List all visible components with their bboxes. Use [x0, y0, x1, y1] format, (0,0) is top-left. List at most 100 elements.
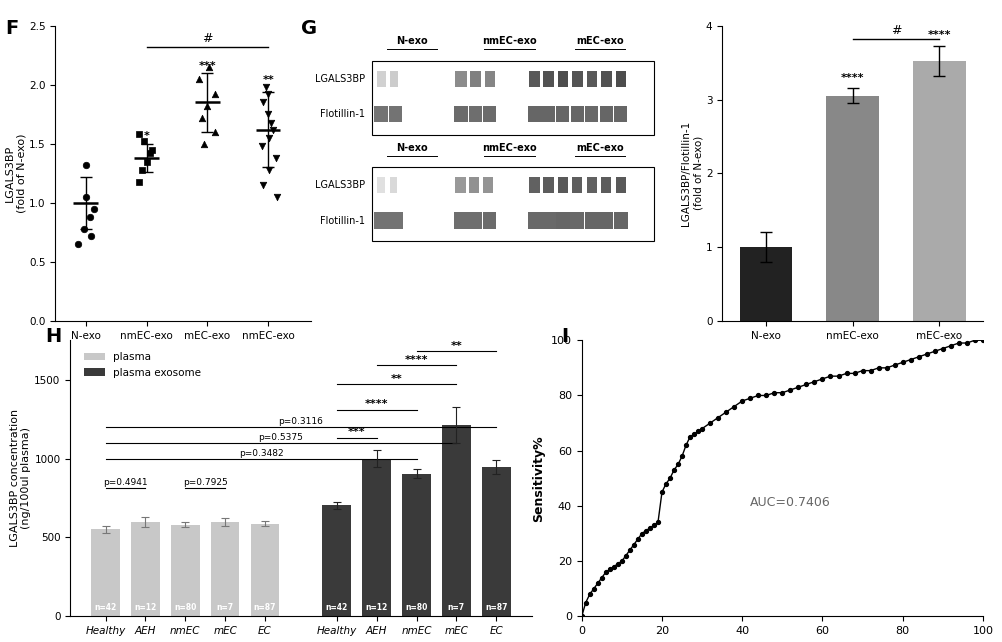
Bar — [377, 177, 385, 193]
Bar — [613, 213, 627, 229]
Bar — [615, 177, 625, 193]
Point — [77, 160, 93, 170]
Bar — [170, 525, 199, 616]
Text: n=87: n=87 — [485, 603, 507, 612]
Bar — [468, 106, 481, 123]
Point — [201, 62, 217, 72]
Bar — [402, 474, 431, 616]
Bar — [557, 177, 567, 193]
Bar — [571, 71, 582, 87]
Text: p=0.5375: p=0.5375 — [259, 433, 303, 442]
Point — [130, 177, 146, 187]
Y-axis label: LGALS3BP concentration
(ng/100ul plasma): LGALS3BP concentration (ng/100ul plasma) — [10, 409, 31, 548]
Point — [86, 204, 102, 214]
Bar — [541, 106, 555, 123]
Text: p=0.7925: p=0.7925 — [182, 478, 227, 487]
Text: ****: **** — [927, 30, 950, 40]
Bar — [570, 213, 584, 229]
Bar — [250, 524, 280, 616]
Text: I: I — [561, 327, 568, 347]
Text: #: # — [890, 24, 901, 37]
Bar — [542, 71, 554, 87]
Text: n=7: n=7 — [216, 603, 233, 612]
Bar — [557, 71, 568, 87]
Point — [261, 133, 277, 143]
Bar — [586, 71, 596, 87]
Bar — [389, 177, 397, 193]
Bar — [542, 177, 553, 193]
Bar — [390, 71, 398, 87]
Y-axis label: Sensitivity%: Sensitivity% — [532, 435, 545, 521]
Text: n=42: n=42 — [94, 603, 116, 612]
Bar — [615, 71, 625, 87]
Bar — [826, 96, 878, 321]
Bar — [322, 505, 351, 616]
Bar — [556, 106, 569, 123]
Bar — [613, 106, 626, 123]
Bar — [483, 177, 492, 193]
Text: ****: **** — [365, 399, 388, 409]
Point — [136, 136, 152, 146]
Text: #: # — [202, 31, 212, 44]
Point — [264, 117, 280, 128]
Text: N-exo: N-exo — [396, 37, 428, 46]
Bar — [374, 106, 388, 123]
Text: AUC=0.7406: AUC=0.7406 — [749, 496, 831, 509]
Point — [260, 89, 276, 100]
Text: ****: **** — [840, 73, 864, 83]
Text: G: G — [301, 19, 317, 39]
Point — [261, 164, 277, 175]
Text: LGALS3BP: LGALS3BP — [315, 180, 365, 190]
Point — [130, 129, 146, 139]
Bar — [541, 213, 555, 229]
Bar — [527, 213, 541, 229]
Bar — [374, 213, 388, 229]
Point — [256, 180, 272, 190]
Bar — [913, 61, 965, 321]
Y-axis label: LGALS3BP
(fold of N-exo): LGALS3BP (fold of N-exo) — [4, 134, 26, 213]
Point — [134, 164, 150, 175]
Point — [81, 212, 97, 222]
Bar — [455, 71, 466, 87]
Point — [206, 127, 222, 137]
Bar — [483, 213, 496, 229]
Bar — [210, 522, 239, 616]
Text: F: F — [5, 19, 18, 39]
Bar — [483, 106, 495, 123]
Point — [258, 82, 274, 92]
Bar — [91, 529, 120, 616]
Point — [138, 157, 154, 167]
Bar — [555, 213, 569, 229]
Bar — [481, 467, 510, 616]
Bar — [389, 213, 402, 229]
Bar — [131, 522, 159, 616]
Point — [82, 231, 98, 241]
Text: nmEC-exo: nmEC-exo — [482, 37, 536, 46]
Bar — [377, 71, 386, 87]
Bar — [455, 177, 466, 193]
Point — [141, 148, 157, 159]
Text: **: ** — [391, 374, 402, 384]
Point — [255, 98, 271, 108]
Bar — [442, 424, 470, 616]
Bar — [453, 213, 468, 229]
Point — [265, 125, 281, 135]
Point — [268, 153, 284, 163]
Bar — [529, 177, 540, 193]
Point — [260, 109, 276, 119]
Text: n=80: n=80 — [174, 603, 196, 612]
Text: ***: *** — [348, 428, 365, 437]
Point — [198, 101, 214, 111]
Bar — [362, 458, 391, 616]
FancyBboxPatch shape — [372, 168, 653, 241]
Text: n=87: n=87 — [254, 603, 276, 612]
Bar — [585, 106, 598, 123]
Text: Flotillin-1: Flotillin-1 — [320, 109, 365, 119]
Bar — [468, 213, 482, 229]
Point — [144, 144, 160, 155]
Text: n=42: n=42 — [326, 603, 348, 612]
Text: Flotillin-1: Flotillin-1 — [320, 216, 365, 225]
Text: mEC-exo: mEC-exo — [575, 37, 623, 46]
FancyBboxPatch shape — [372, 61, 653, 135]
Bar — [586, 177, 596, 193]
